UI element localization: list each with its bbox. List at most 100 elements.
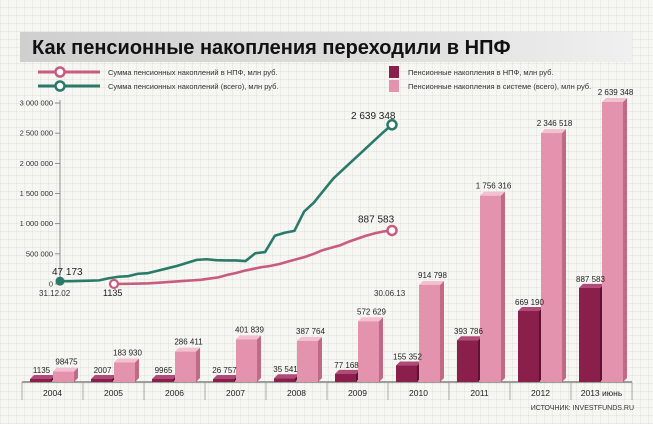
- x-category-label: 2005: [104, 388, 123, 398]
- bar-npf-top: [30, 375, 55, 379]
- x-category-label: 2010: [409, 388, 428, 398]
- bar-total: [419, 284, 440, 382]
- bar-npf-top: [518, 307, 543, 312]
- bar-npf-value-label: 26 757: [212, 366, 237, 375]
- line-npf-end-point: [386, 224, 398, 237]
- line-total-end-label: 2 639 348: [351, 111, 396, 122]
- bar-total-top: [419, 280, 444, 285]
- legend-line-total-label: Сумма пенсионных накоплений (всего), млн…: [108, 82, 279, 91]
- bar-total: [175, 351, 196, 382]
- bar-total-side: [318, 336, 322, 382]
- bar-npf: [152, 379, 173, 382]
- bar-total-side: [623, 98, 627, 382]
- bar-total-value-label: 183 930: [113, 348, 142, 357]
- source-note: ИСТОЧНИК: INVESTFUNDS.RU: [531, 405, 634, 412]
- line-npf-start-point: [108, 278, 120, 290]
- bar-npf: [518, 311, 539, 382]
- line-npf-end-label: 887 583: [358, 214, 395, 225]
- bar-total: [358, 321, 379, 382]
- bar-npf: [91, 379, 112, 382]
- bar-total-value-label: 2 639 348: [598, 88, 634, 97]
- bar-npf-value-label: 669 190: [515, 298, 544, 307]
- bar-total-top: [480, 191, 505, 196]
- bar-total-side: [379, 317, 383, 382]
- legend-bar-total-label: Пенсионные накопления в системе (всего),…: [408, 82, 591, 91]
- bar-total-side: [562, 129, 566, 382]
- bar-total-top: [236, 335, 261, 340]
- bar-total: [236, 339, 257, 382]
- legend: Сумма пенсионных накоплений в НПФ, млн р…: [38, 66, 591, 92]
- bar-total-top: [175, 347, 200, 352]
- bar-npf-value-label: 393 786: [454, 327, 483, 336]
- y-tick-label: 1 500 000: [20, 189, 53, 198]
- bar-total-value-label: 572 629: [357, 307, 386, 316]
- bar-npf-value-label: 2007: [94, 366, 112, 375]
- bar-npf-value-label: 77 168: [334, 361, 359, 370]
- bar-npf-top: [152, 375, 177, 379]
- bar-total-side: [501, 191, 505, 382]
- x-category-label: 2008: [287, 388, 306, 398]
- bar-npf-top: [396, 361, 421, 366]
- bar-total-side: [74, 367, 78, 382]
- line-total-end-point: [386, 119, 398, 131]
- line-end-date-label: 30.06.13: [374, 289, 406, 298]
- bar-npf-top: [457, 336, 482, 341]
- bar-npf-top: [335, 369, 360, 374]
- bar-total-value-label: 286 411: [174, 338, 203, 347]
- title-band: [20, 32, 632, 62]
- bar-total-side: [196, 347, 200, 382]
- bar-npf: [457, 340, 478, 382]
- series-line-total: [59, 123, 393, 283]
- bar-total-top: [602, 98, 627, 102]
- legend-bar-total-swatch: [389, 80, 399, 92]
- bar-total-top: [297, 336, 322, 341]
- bar-total-side: [257, 335, 261, 382]
- line-npf-start-label: 1135: [103, 288, 122, 298]
- x-category-label: 2011: [470, 388, 489, 398]
- bar-total-top: [53, 367, 78, 372]
- x-category-label: 2012: [531, 388, 550, 398]
- bar-npf: [274, 378, 295, 382]
- bar-npf: [579, 287, 600, 382]
- legend-bar-npf-swatch: [389, 66, 399, 78]
- bar-npf-value-label: 1135: [33, 366, 51, 375]
- bar-npf-top: [274, 374, 299, 379]
- line-start-date-label: 31.12.02: [39, 289, 71, 298]
- series-line-npf: [113, 229, 393, 286]
- legend-marker-total: [54, 80, 66, 92]
- line-total-start-point: [55, 276, 65, 286]
- y-tick-label: 500 000: [26, 249, 53, 258]
- chart-title: Как пенсионные накопления переходили в Н…: [32, 37, 511, 59]
- x-category-label: 2009: [348, 388, 367, 398]
- bar-total-value-label: 914 798: [418, 271, 447, 280]
- bar-total: [297, 340, 318, 382]
- bar-total-top: [114, 358, 139, 363]
- bar-total-value-label: 1 756 316: [476, 182, 512, 191]
- x-category-label: 2006: [165, 388, 184, 398]
- y-tick-label: 3 000 000: [20, 99, 53, 108]
- bar-npf-top: [213, 375, 238, 379]
- bar-npf-top: [91, 375, 116, 379]
- line-total-start-label: 47 173: [52, 267, 83, 278]
- bar-npf: [213, 379, 234, 382]
- bar-npf: [396, 365, 417, 382]
- legend-bar-npf-label: Пенсионные накопления в НПФ, млн руб.: [408, 68, 553, 77]
- bar-npf-top: [579, 283, 604, 288]
- bar-total: [541, 133, 562, 382]
- y-tick-label: 0: [49, 280, 53, 289]
- bar-total-side: [135, 358, 139, 382]
- y-tick-label: 2 500 000: [20, 129, 53, 138]
- bar-total-value-label: 98475: [55, 358, 78, 367]
- bar-total-top: [541, 129, 566, 134]
- legend-marker-npf: [54, 66, 66, 78]
- y-tick-label: 2 000 000: [20, 159, 53, 168]
- bar-npf-value-label: 9965: [155, 366, 173, 375]
- bar-total: [602, 102, 623, 382]
- bar-total-side: [440, 280, 444, 382]
- x-category-label: 2007: [226, 388, 245, 398]
- x-category-label: 2004: [43, 388, 62, 398]
- x-category-label: 2013 июнь: [581, 388, 623, 398]
- bar-npf: [30, 379, 51, 382]
